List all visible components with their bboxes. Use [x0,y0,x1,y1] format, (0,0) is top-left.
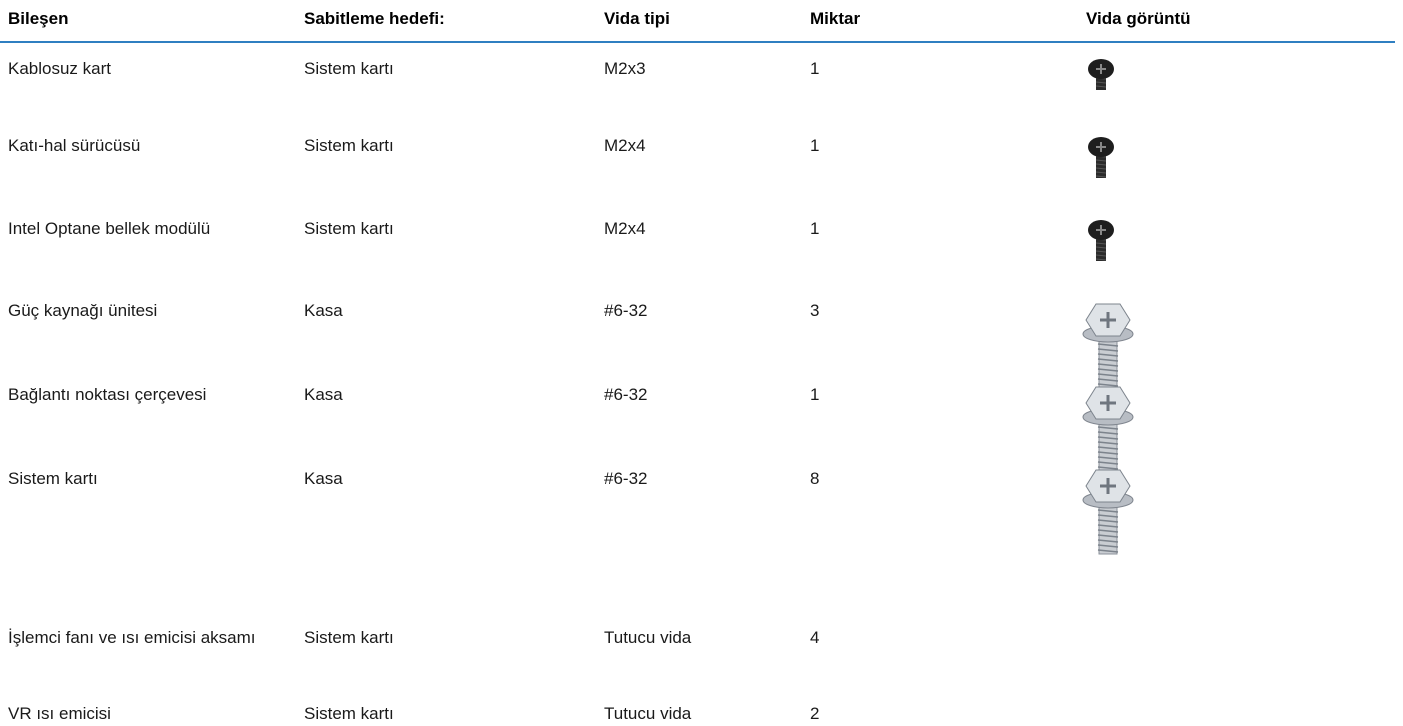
screw-image [1086,136,1116,184]
table-cell: 2 [810,702,1070,725]
table-cell: İşlemci fanı ve ısı emicisi aksamı [8,626,278,649]
screw-image [1082,383,1134,475]
table-cell: Bağlantı noktası çerçevesi [8,383,278,406]
header-cell: Vida tipi [604,7,794,30]
table-cell: 8 [810,467,1070,490]
table-cell: #6-32 [604,467,794,490]
screw-image [1082,466,1134,558]
table-cell: 4 [810,626,1070,649]
table-cell: 1 [810,383,1070,406]
table-cell: M2x4 [604,134,794,157]
table-cell: Kablosuz kart [8,57,278,80]
table-cell: Sistem kartı [304,134,584,157]
table-cell: 1 [810,57,1070,80]
table-cell: Kasa [304,383,584,406]
header-cell: Sabitleme hedefi: [304,7,584,30]
table-cell: Güç kaynağı ünitesi [8,299,278,322]
header-cell: Bileşen [8,7,288,30]
table-cell: 3 [810,299,1070,322]
header-cell: Vida görüntü [1086,7,1386,30]
table-cell: Sistem kartı [304,57,584,80]
table-cell: Katı-hal sürücüsü [8,134,278,157]
table-cell: Sistem kartı [304,626,584,649]
table-cell: #6-32 [604,383,794,406]
page: Bileşen Sabitleme hedefi: Vida tipi Miktar V… [0,0,1403,726]
table-cell: #6-32 [604,299,794,322]
table-cell: Tutucu vida [604,626,794,649]
screw-image [1082,300,1134,392]
header-rule [0,41,1395,43]
table-cell: 1 [810,134,1070,157]
table-cell: Sistem kartı [304,217,584,240]
table-cell: Kasa [304,299,584,322]
table-cell: 1 [810,217,1070,240]
table-cell: Sistem kartı [304,702,584,725]
table-cell: M2x4 [604,217,794,240]
screw-image [1086,58,1116,96]
table-cell: VR ısı emicisi [8,702,278,725]
header-cell: Miktar [810,7,1070,30]
screw-image [1086,219,1116,267]
table-cell: Kasa [304,467,584,490]
table-cell: Sistem kartı [8,467,278,490]
table-cell: Tutucu vida [604,702,794,725]
table-cell: M2x3 [604,57,794,80]
table-cell: Intel Optane bellek modülü [8,217,278,240]
